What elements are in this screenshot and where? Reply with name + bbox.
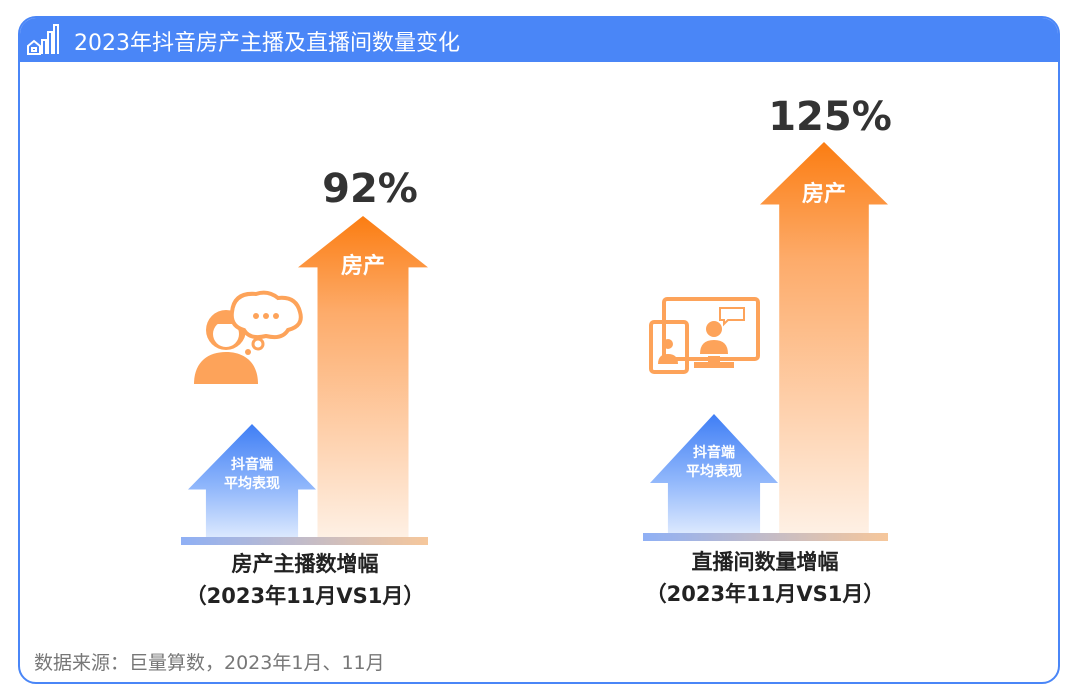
house-label-1: 抖音端 平均表现 [188,456,316,494]
orange-arrow-2 [760,142,888,533]
pct-label-1: 92% [322,166,418,212]
house-label-line2: 平均表现 [686,464,742,480]
group-label-2: 直播间数量增幅 （2023年11月VS1月） [620,546,910,610]
header: 2023年抖音房产主播及直播间数量变化 [20,18,1058,62]
person-thinking-icon [194,290,303,384]
pct-label-2: 125% [768,94,892,140]
category-sublabel: （2023年11月VS1月） [185,584,425,608]
house-bar-chart-icon [27,24,59,55]
devices-livestream-icon [649,297,760,374]
house-label-line1: 抖音端 [693,445,735,461]
category-label: 房产主播数增幅 [231,552,379,576]
chart-card: 2023年抖音房产主播及直播间数量变化 [18,16,1060,684]
arrow-label-2: 房产 [801,182,846,207]
group-label-1: 房产主播数增幅 （2023年11月VS1月） [160,548,450,612]
arrow-label-1: 房产 [340,254,385,279]
category-label: 直播间数量增幅 [691,550,839,574]
orange-arrow-1 [298,216,428,537]
category-sublabel: （2023年11月VS1月） [645,582,885,606]
data-source: 数据来源：巨量算数，2023年1月、11月 [34,652,385,674]
base-bar-1 [181,537,428,545]
base-bar-2 [643,533,888,541]
house-label-2: 抖音端 平均表现 [650,444,778,482]
house-label-line2: 平均表现 [224,476,280,492]
house-label-line1: 抖音端 [231,457,273,473]
page-title: 2023年抖音房产主播及直播间数量变化 [74,31,460,56]
